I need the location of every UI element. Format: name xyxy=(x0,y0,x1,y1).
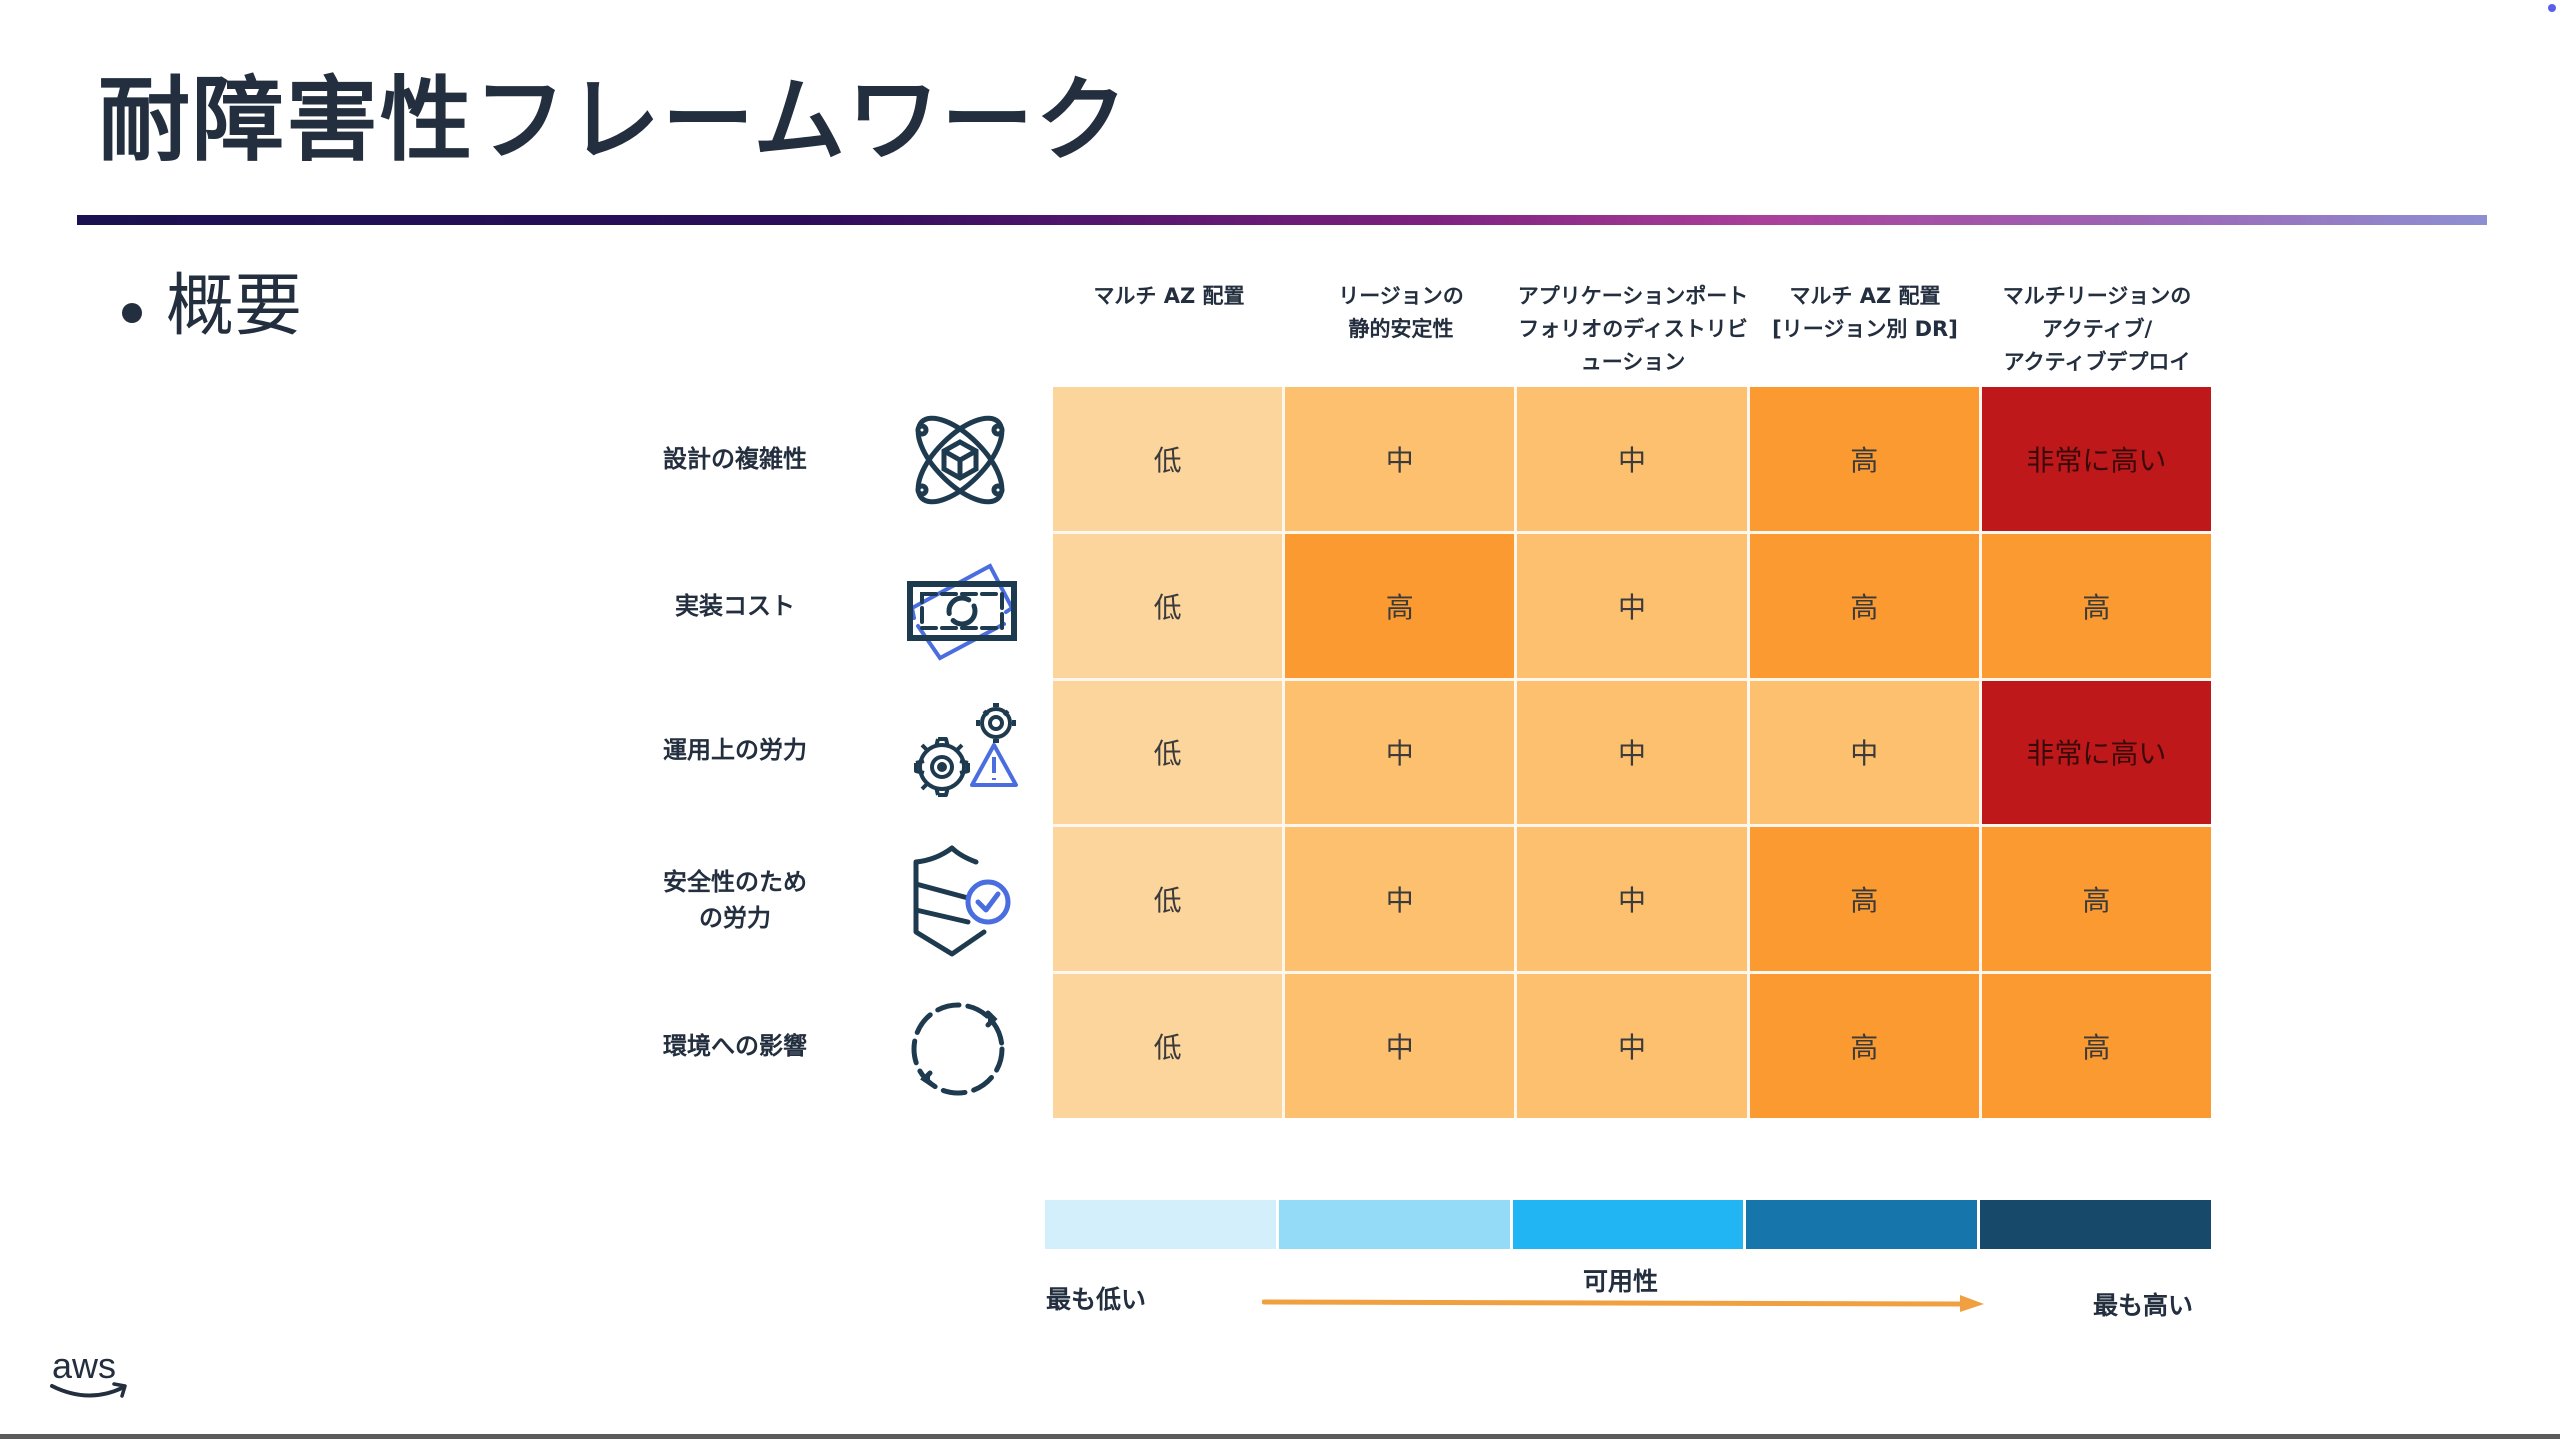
matrix-cell: 中 xyxy=(1517,827,1747,972)
matrix-cell: 低 xyxy=(1053,387,1283,531)
header-line: アクティブデプロイ xyxy=(2003,350,2191,374)
matrix-cell: 高 xyxy=(1981,974,2211,1118)
availability-segment xyxy=(1746,1200,1978,1249)
matrix-cell: 低 xyxy=(1053,974,1283,1118)
header-line: ューション xyxy=(1580,350,1686,374)
matrix-cell: 高 xyxy=(1749,827,1979,972)
resilience-matrix: 低中中高非常に高い低高中高高低中中中非常に高い低中中高高低中中高高 xyxy=(1053,387,2211,1118)
column-header-multi-az-regional-dr: マルチ AZ 配置 [リージョン別 DR] xyxy=(1749,280,1981,346)
column-header-app-portfolio-distribution: アプリケーションポート フォリオのディストリビ ューション xyxy=(1517,280,1749,379)
slide-title: 耐障害性フレームワーク xyxy=(98,67,1130,174)
status-dot xyxy=(2548,4,2556,12)
matrix-cell: 中 xyxy=(1285,680,1515,825)
legend-availability-label: 可用性 xyxy=(1583,1267,1659,1296)
header-line: マルチリージョンの xyxy=(2002,284,2192,308)
row-label-design-complexity: 設計の複雑性 xyxy=(630,441,840,477)
row-label-line: 設計の複雑性 xyxy=(663,445,807,473)
availability-segment xyxy=(1045,1200,1276,1249)
matrix-cell: 中 xyxy=(1285,974,1515,1118)
matrix-cell: 中 xyxy=(1517,387,1747,531)
matrix-cell: 非常に高い xyxy=(1981,680,2211,825)
matrix-cell: 中 xyxy=(1517,974,1747,1118)
row-label-line: 安全性のため xyxy=(663,868,807,896)
header-line: リージョンの xyxy=(1338,284,1464,308)
matrix-cell: 高 xyxy=(1981,827,2211,972)
gears-warning-icon xyxy=(900,693,1020,813)
bullet-icon xyxy=(122,303,142,323)
header-line: マルチ AZ 配置 xyxy=(1093,284,1245,308)
row-label-operational-effort: 運用上の労力 xyxy=(630,732,840,768)
row-label-line: 環境への影響 xyxy=(663,1032,807,1060)
column-header-region-static-stability: リージョンの 静的安定性 xyxy=(1285,280,1517,346)
availability-scale-bar xyxy=(1045,1200,2211,1249)
header-line: アクティブ/ xyxy=(2041,317,2153,341)
legend-highest-label: 最も高い xyxy=(2093,1291,2194,1320)
header-line: アプリケーションポート xyxy=(1517,284,1749,308)
availability-segment xyxy=(1980,1200,2211,1249)
availability-segment xyxy=(1278,1200,1510,1249)
bottom-rule xyxy=(0,1434,2560,1439)
column-header-multi-az: マルチ AZ 配置 xyxy=(1053,280,1285,313)
legend-lowest-label: 最も低い xyxy=(1046,1285,1147,1314)
shield-check-icon xyxy=(900,840,1020,960)
matrix-cell: 非常に高い xyxy=(1981,387,2211,531)
matrix-cell: 中 xyxy=(1517,680,1747,825)
matrix-cell: 高 xyxy=(1749,974,1979,1118)
row-label-line: 運用上の労力 xyxy=(663,736,807,764)
column-header-multi-region-active-active: マルチリージョンの アクティブ/ アクティブデプロイ xyxy=(1981,280,2213,379)
matrix-cell: 高 xyxy=(1981,533,2211,678)
row-label-line: の労力 xyxy=(699,904,771,932)
banknote-icon xyxy=(900,546,1020,666)
cycle-arrows-icon xyxy=(900,987,1020,1107)
row-label-environmental-impact: 環境への影響 xyxy=(630,1028,840,1064)
aws-logo-text: aws xyxy=(52,1346,116,1386)
header-line: マルチ AZ 配置 xyxy=(1789,284,1941,308)
matrix-cell: 高 xyxy=(1285,533,1515,678)
matrix-cell: 高 xyxy=(1749,387,1979,531)
row-label-implementation-cost: 実装コスト xyxy=(630,588,840,624)
header-line: [リージョン別 DR] xyxy=(1772,317,1958,341)
arrow-right-icon xyxy=(1261,1290,1986,1314)
header-line: 静的安定性 xyxy=(1348,317,1454,341)
bullet-overview: 概要 xyxy=(166,267,303,346)
matrix-cell: 高 xyxy=(1749,533,1979,678)
title-divider xyxy=(77,215,2487,225)
matrix-cell: 低 xyxy=(1053,680,1283,825)
row-label-safety-effort: 安全性のため の労力 xyxy=(630,864,840,936)
matrix-cell: 低 xyxy=(1053,827,1283,972)
matrix-cell: 低 xyxy=(1053,533,1283,678)
matrix-cell: 中 xyxy=(1285,387,1515,531)
matrix-cell: 中 xyxy=(1285,827,1515,972)
header-line: フォリオのディストリビ xyxy=(1518,317,1748,341)
aws-logo: aws xyxy=(48,1345,132,1404)
matrix-cell: 中 xyxy=(1517,533,1747,678)
row-label-line: 実装コスト xyxy=(675,592,795,620)
availability-segment xyxy=(1512,1200,1744,1249)
atom-cube-icon xyxy=(900,400,1020,520)
matrix-cell: 中 xyxy=(1749,680,1979,825)
